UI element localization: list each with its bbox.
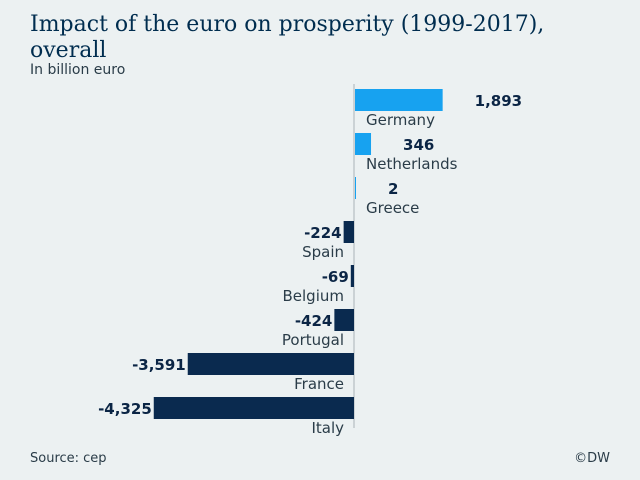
category-label-germany: Germany [366, 111, 435, 129]
bar-netherlands [355, 133, 372, 155]
value-label-greece: 2 [388, 180, 398, 198]
category-label-portugal: Portugal [282, 331, 344, 349]
bar-portugal [334, 309, 354, 331]
bar-germany [355, 89, 443, 111]
chart-title: Impact of the euro on prosperity (1999-2… [30, 12, 545, 63]
value-label-germany: 1,893 [475, 92, 522, 110]
value-label-netherlands: 346 [403, 136, 434, 154]
source-note: Source: cep [30, 451, 107, 466]
value-label-italy: -4,325 [98, 400, 152, 418]
category-label-netherlands: Netherlands [366, 155, 458, 173]
value-label-spain: -224 [304, 224, 342, 242]
bar-greece [355, 177, 356, 199]
category-label-italy: Italy [311, 419, 344, 437]
category-label-greece: Greece [366, 199, 419, 217]
value-label-portugal: -424 [295, 312, 333, 330]
bar-france [187, 353, 354, 375]
chart-subtitle: In billion euro [30, 62, 126, 78]
category-label-france: France [294, 375, 344, 393]
category-label-spain: Spain [302, 243, 344, 261]
value-label-belgium: -69 [322, 268, 349, 286]
value-label-france: -3,591 [132, 356, 186, 374]
category-label-belgium: Belgium [283, 287, 345, 305]
bar-italy [153, 397, 354, 419]
dw-logo: ©DW [574, 451, 610, 466]
bar-spain [343, 221, 354, 243]
bar-belgium [350, 265, 354, 287]
